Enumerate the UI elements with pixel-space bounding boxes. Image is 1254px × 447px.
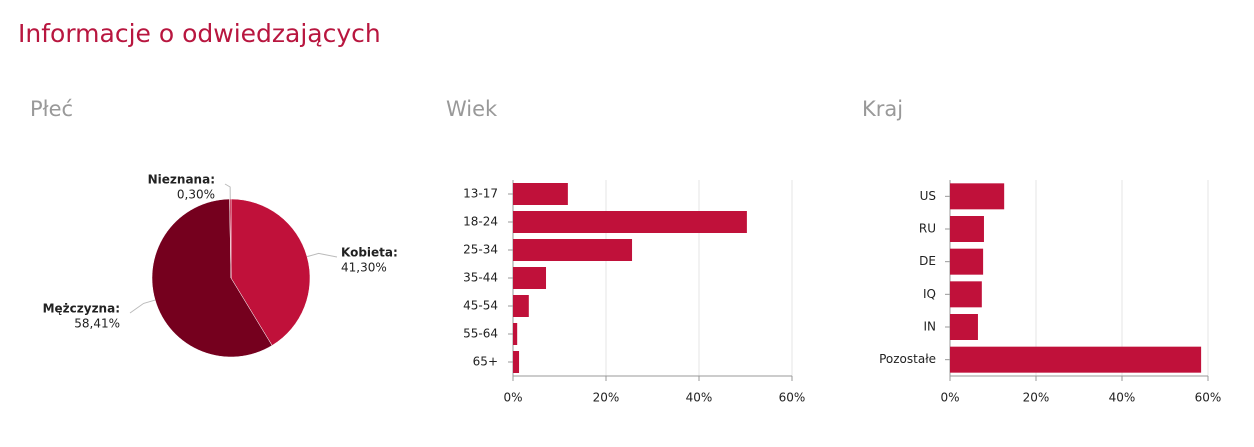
section-title: Kraj xyxy=(862,97,903,121)
pie-slice xyxy=(230,198,311,346)
bar xyxy=(513,323,518,345)
y-tick-label: US xyxy=(920,189,936,203)
bar xyxy=(513,351,520,373)
pie-value-label: 41,30% xyxy=(341,261,387,275)
x-tick-label: 40% xyxy=(686,391,713,405)
pie-value-label: 0,30% xyxy=(177,188,215,202)
pie-label: Mężczyzna: xyxy=(43,302,120,316)
x-tick-label: 0% xyxy=(940,391,959,405)
y-tick-label: 35-44 xyxy=(463,271,498,285)
x-tick-label: 20% xyxy=(1023,391,1050,405)
x-tick-label: 20% xyxy=(593,391,620,405)
leader-line xyxy=(224,183,231,200)
bar xyxy=(513,295,529,317)
x-tick-label: 0% xyxy=(503,391,522,405)
y-tick-label: RU xyxy=(919,222,936,236)
page-title: Informacje o odwiedzających xyxy=(18,19,381,48)
y-tick-label: 45-54 xyxy=(463,299,498,313)
bar xyxy=(513,183,568,205)
y-tick-label: 65+ xyxy=(473,355,498,369)
y-tick-label: DE xyxy=(919,254,936,268)
y-tick-label: IN xyxy=(923,320,936,334)
y-tick-label: IQ xyxy=(923,287,936,301)
bar xyxy=(950,183,1005,210)
bar xyxy=(950,216,984,242)
bar xyxy=(950,248,984,275)
pie-label: Nieznana: xyxy=(148,173,215,187)
pie-value-label: 58,41% xyxy=(74,317,120,331)
y-tick-label: 13-17 xyxy=(463,187,498,201)
x-tick-label: 60% xyxy=(779,391,806,405)
bar xyxy=(950,346,1202,373)
y-tick-label: 25-34 xyxy=(463,243,498,257)
section-title: Płeć xyxy=(30,97,73,121)
bar xyxy=(513,211,747,233)
bar xyxy=(513,267,547,289)
pie-label: Kobieta: xyxy=(341,246,398,260)
x-tick-label: 60% xyxy=(1195,391,1222,405)
leader-line xyxy=(306,252,338,258)
x-tick-label: 40% xyxy=(1109,391,1136,405)
bar xyxy=(950,281,982,308)
bar xyxy=(513,239,633,261)
y-tick-label: 18-24 xyxy=(463,215,498,229)
bar xyxy=(950,314,978,340)
y-tick-label: Pozostałe xyxy=(879,352,936,366)
y-tick-label: 55-64 xyxy=(463,327,498,341)
section-title: Wiek xyxy=(446,97,498,121)
leader-line xyxy=(129,299,156,314)
